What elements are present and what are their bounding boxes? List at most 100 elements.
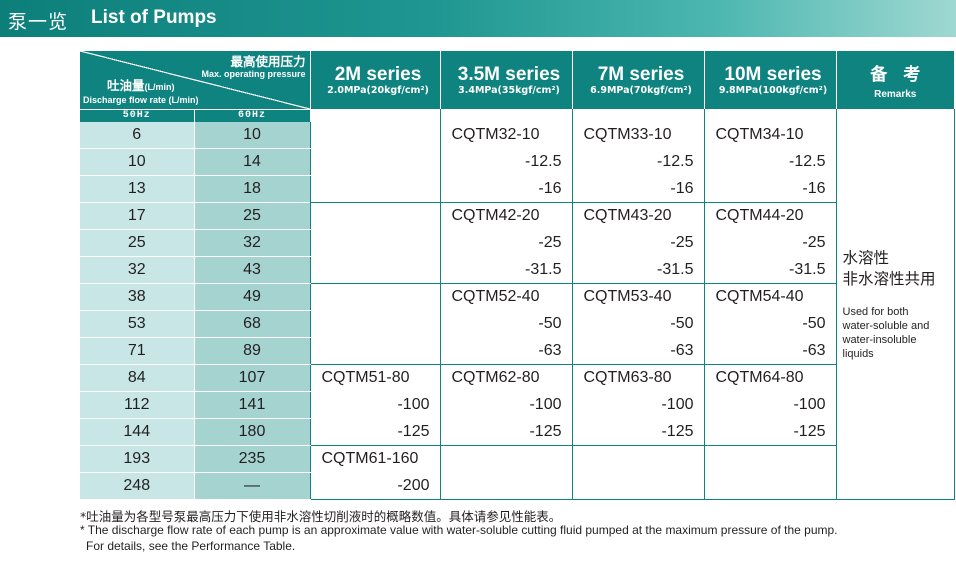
- series-header-10m: 10M series 9.8MPa(100kgf/cm²): [704, 51, 837, 109]
- pump-variant-cell: -50: [572, 310, 705, 338]
- pump-variant-cell: [572, 472, 705, 500]
- pump-variant-cell: [310, 256, 441, 284]
- flow-50hz-cell: 84: [80, 364, 195, 392]
- flow-50hz-cell: 6: [80, 121, 195, 149]
- flow-50hz-cell: 144: [80, 418, 195, 446]
- flow-50hz-cell: 53: [80, 310, 195, 338]
- flow-60hz-cell: 68: [194, 310, 311, 338]
- pump-model-cell: CQTM51-80: [310, 364, 441, 392]
- pump-variant-cell: -50: [704, 310, 837, 338]
- flow-50hz-cell: 193: [80, 445, 195, 473]
- flow-60hz-cell: 49: [194, 283, 311, 311]
- flow-60hz-cell: 180: [194, 418, 311, 446]
- flow-60hz-cell: 25: [194, 202, 311, 230]
- pump-variant-cell: -63: [572, 337, 705, 365]
- pump-variant-cell: -125: [704, 418, 837, 446]
- pump-variant-cell: -200: [310, 472, 441, 500]
- pump-variant-cell: -125: [440, 418, 573, 446]
- flow-50hz-cell: 10: [80, 148, 195, 176]
- table-row: 84 107 CQTM51-80 CQTM62-80 CQTM63-80 CQTM64-8…: [80, 364, 954, 392]
- pump-variant-cell: [310, 229, 441, 257]
- pump-variant-cell: -31.5: [440, 256, 573, 284]
- pump-model-cell: CQTM33-10: [572, 121, 705, 149]
- footnote-zh: *吐油量为各型号泵最高压力下使用非水溶性切削液时的概略数值。具体请参见性能表。: [80, 509, 562, 524]
- pump-model-cell: CQTM43-20: [572, 202, 705, 230]
- table-row: 71 89 -63 -63 -63: [80, 337, 954, 365]
- pump-model-cell: CQTM62-80: [440, 364, 573, 392]
- flow-50hz-cell: 112: [80, 391, 195, 419]
- pump-variant-cell: [572, 445, 705, 473]
- table-row: 38 49 CQTM52-40 CQTM53-40 CQTM54-40: [80, 283, 954, 311]
- table-row: 10 14 -12.5 -12.5 -12.5: [80, 148, 954, 176]
- pressure-label: 最高使用压力 Max. operating pressure: [201, 54, 306, 80]
- spacer-cell: [572, 109, 705, 122]
- flow-60hz-cell: 10: [194, 121, 311, 149]
- table-row: 6 10 CQTM32-10 CQTM33-10 CQTM34-10: [80, 121, 954, 149]
- flow-60hz-cell: 43: [194, 256, 311, 284]
- pump-variant-cell: [310, 310, 441, 338]
- pump-variant-cell: -25: [572, 229, 705, 257]
- footnote-en-details: For details, see the Performance Table.: [86, 539, 296, 553]
- spacer-cell: [704, 109, 837, 122]
- pump-variant-cell: -125: [310, 418, 441, 446]
- pump-model-cell: CQTM54-40: [704, 283, 837, 311]
- hz-50-header: 50Hz: [80, 108, 195, 122]
- remarks-en: Used for both water-soluble and water-in…: [842, 306, 930, 360]
- table-row: 53 68 -50 -50 -50: [80, 310, 954, 338]
- flow-50hz-cell: 248: [80, 472, 195, 500]
- pump-variant-cell: -100: [704, 391, 837, 419]
- pump-variant-cell: -25: [440, 229, 573, 257]
- pump-list-table: 最高使用压力 Max. operating pressure 吐油量(L/min…: [80, 51, 955, 500]
- flow-60hz-cell: 235: [194, 445, 311, 473]
- remarks-header: 备考 Remarks: [836, 51, 954, 109]
- pump-variant-cell: [310, 202, 441, 230]
- flow-60hz-cell: 14: [194, 148, 311, 176]
- title-bar: 泵一览 List of Pumps: [0, 0, 956, 37]
- flow-60hz-cell: 141: [194, 391, 311, 419]
- flow-50hz-cell: 71: [80, 337, 195, 365]
- pump-model-cell: CQTM61-160: [310, 445, 441, 473]
- pump-variant-cell: [440, 445, 573, 473]
- flow-60hz-cell: 107: [194, 364, 311, 392]
- pump-variant-cell: -31.5: [704, 256, 837, 284]
- pump-variant-cell: -63: [440, 337, 573, 365]
- table-row: 248— -200: [80, 472, 954, 500]
- flow-60hz-cell: 18: [194, 175, 311, 203]
- series-header-3-5m: 3.5M series 3.4MPa(35kgf/cm²): [440, 51, 573, 109]
- series-header-7m: 7M series 6.9MPa(70kgf/cm²): [572, 51, 705, 109]
- pump-variant-cell: [440, 472, 573, 500]
- pump-model-cell: CQTM42-20: [440, 202, 573, 230]
- pump-variant-cell: -16: [572, 175, 705, 203]
- pump-model-cell: CQTM34-10: [704, 121, 837, 149]
- corner-header: 最高使用压力 Max. operating pressure 吐油量(L/min…: [80, 51, 311, 109]
- table-row: 32 43 -31.5 -31.5 -31.5: [80, 256, 954, 284]
- pump-model-cell: CQTM44-20: [704, 202, 837, 230]
- pump-variant-cell: -16: [440, 175, 573, 203]
- remarks-cell: 水溶性 非水溶性共用 Used for both water-soluble a…: [836, 109, 955, 500]
- flow-label: 吐油量(L/min) Discharge flow rate (L/min): [83, 77, 199, 106]
- pump-model-cell: CQTM52-40: [440, 283, 573, 311]
- pump-variant-cell: -16: [704, 175, 837, 203]
- pump-variant-cell: [310, 337, 441, 365]
- pump-model-cell: CQTM32-10: [440, 121, 573, 149]
- spacer-cell: [440, 109, 573, 122]
- hz-60-header: 60Hz: [194, 108, 311, 122]
- flow-50hz-cell: 17: [80, 202, 195, 230]
- pump-model-cell: CQTM53-40: [572, 283, 705, 311]
- table-row: 112 141 -100 -100 -100 -100: [80, 391, 954, 419]
- flow-50hz-cell: 13: [80, 175, 195, 203]
- flow-50hz-cell: 25: [80, 229, 195, 257]
- table-row: 17 25 CQTM42-20 CQTM43-20 CQTM44-20: [80, 202, 954, 230]
- flow-60hz-cell: 89: [194, 337, 311, 365]
- pump-variant-cell: -100: [310, 391, 441, 419]
- pump-variant-cell: -12.5: [704, 148, 837, 176]
- empty-2m-cell: [310, 109, 441, 203]
- flow-60hz-cell: —: [194, 472, 311, 500]
- flow-60hz-cell: 32: [194, 229, 311, 257]
- table-row: 25 32 -25 -25 -25: [80, 229, 954, 257]
- pump-variant-cell: [704, 445, 837, 473]
- title-en: List of Pumps: [91, 7, 217, 28]
- pump-variant-cell: -12.5: [440, 148, 573, 176]
- title-zh: 泵一览: [8, 11, 69, 33]
- table-row: 144 180 -125 -125 -125 -125: [80, 418, 954, 446]
